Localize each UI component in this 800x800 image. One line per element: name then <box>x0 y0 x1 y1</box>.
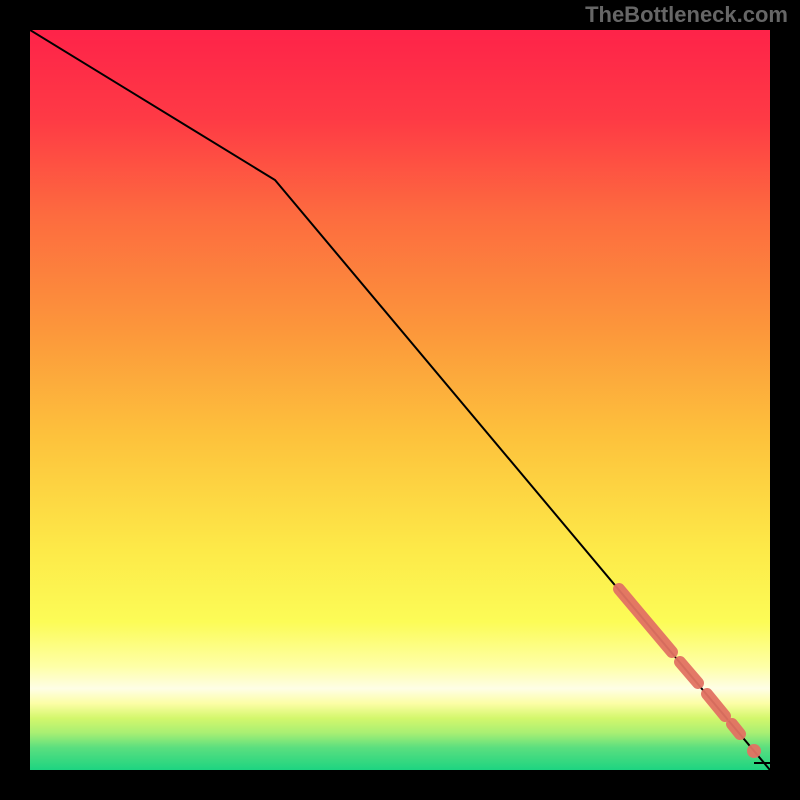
plot-background <box>30 30 770 770</box>
marker-segment <box>732 724 740 734</box>
chart-wrapper: TheBottleneck.com <box>0 0 800 800</box>
marker-circle <box>747 744 761 758</box>
marker-circle <box>783 756 797 770</box>
bottleneck-chart <box>0 0 800 800</box>
